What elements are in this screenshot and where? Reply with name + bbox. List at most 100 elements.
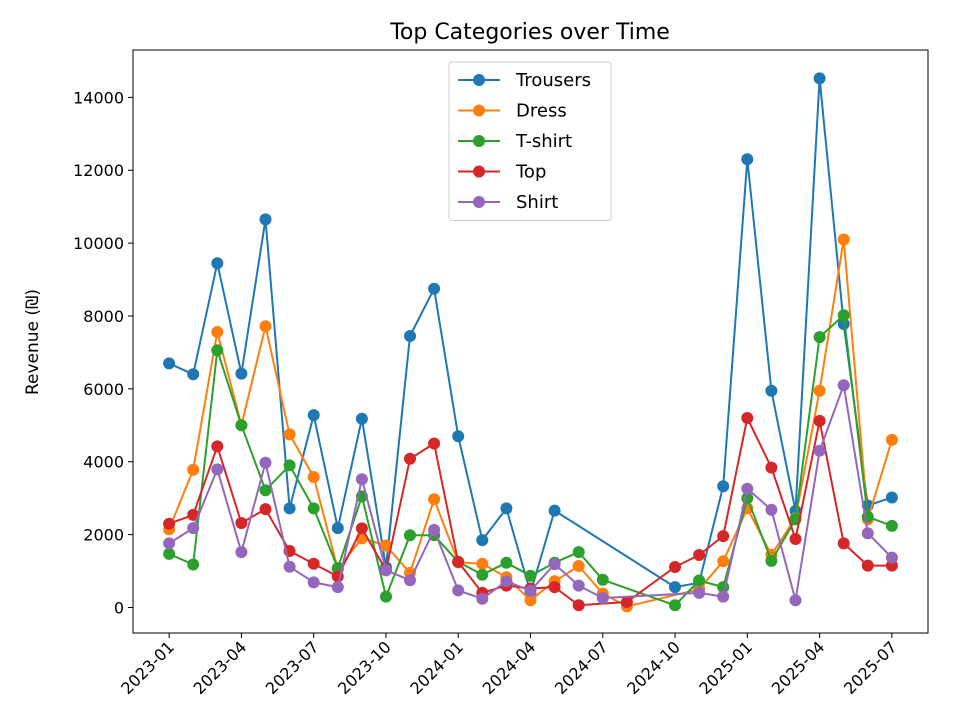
data-point [837, 379, 850, 392]
data-point [355, 473, 368, 486]
data-point [813, 384, 826, 397]
data-point [572, 599, 585, 612]
data-point [741, 412, 754, 424]
data-point [235, 517, 248, 529]
data-point [259, 503, 272, 516]
data-point [428, 523, 441, 536]
data-point [837, 309, 850, 322]
data-point [307, 576, 320, 589]
data-point [404, 574, 416, 587]
data-point [572, 560, 585, 572]
legend-label: Dress [516, 101, 567, 122]
data-point [283, 502, 296, 515]
y-tick-label: 14000 [73, 88, 124, 107]
legend-item: T-shirt [458, 131, 572, 152]
data-point [355, 412, 368, 425]
legend-marker [473, 196, 485, 208]
legend-label: T-shirt [515, 131, 572, 152]
data-point [331, 522, 344, 535]
data-point [283, 428, 296, 441]
data-point [404, 529, 416, 542]
data-point [620, 596, 633, 608]
data-point [259, 320, 272, 333]
data-point [669, 581, 681, 594]
data-point [404, 452, 416, 465]
data-point [428, 437, 441, 450]
data-point [187, 558, 200, 571]
data-point [717, 480, 730, 493]
data-point [524, 594, 537, 607]
data-point [428, 493, 441, 506]
data-point [476, 534, 489, 547]
data-point [765, 554, 778, 567]
data-point [741, 482, 754, 495]
data-point [452, 430, 465, 443]
data-point [596, 592, 609, 604]
data-point [789, 594, 802, 607]
data-point [741, 153, 754, 166]
chart-title: Top Categories over Time [389, 20, 670, 45]
data-point [163, 517, 176, 530]
legend-item: Dress [458, 101, 567, 122]
data-point [548, 558, 561, 571]
data-point [307, 557, 320, 570]
y-tick-label: 12000 [73, 161, 124, 180]
data-point [283, 459, 296, 472]
legend-marker [473, 135, 485, 147]
data-point [789, 533, 802, 545]
y-tick-label: 4000 [83, 453, 124, 472]
data-point [693, 574, 706, 587]
data-point [187, 522, 200, 535]
data-point [404, 330, 416, 342]
data-point [380, 564, 392, 577]
data-point [861, 527, 874, 540]
data-point [717, 590, 730, 603]
y-tick-label: 8000 [83, 307, 124, 326]
data-point [717, 555, 730, 568]
data-point [861, 559, 874, 572]
data-point [813, 444, 826, 457]
data-point [211, 344, 224, 357]
data-point [813, 72, 826, 85]
data-point [524, 584, 537, 597]
data-point [524, 569, 537, 582]
legend-item: Shirt [458, 192, 558, 213]
data-point [307, 471, 320, 483]
data-point [476, 592, 489, 605]
data-point [885, 551, 898, 564]
data-point [163, 547, 176, 560]
series-layer [163, 72, 898, 613]
data-point [211, 326, 224, 338]
data-point [500, 556, 513, 569]
data-point [885, 433, 898, 446]
legend-box [448, 61, 612, 221]
y-axis-label: Revenue (₪) [23, 289, 43, 395]
data-point [837, 537, 850, 550]
data-point [500, 575, 513, 588]
data-point [452, 584, 465, 597]
data-point [693, 586, 706, 599]
y-tick-label: 2000 [83, 526, 124, 545]
data-point [572, 546, 585, 559]
data-point [259, 213, 272, 226]
data-point [163, 537, 176, 550]
data-point [717, 530, 730, 543]
data-point [572, 579, 585, 592]
data-point [163, 357, 176, 370]
data-point [187, 368, 200, 381]
data-point [476, 568, 489, 581]
data-point [813, 331, 826, 344]
y-tick-label: 0 [114, 598, 124, 617]
data-point [837, 233, 850, 246]
data-point [428, 282, 441, 295]
legend-marker [473, 104, 485, 117]
y-tick-label: 6000 [83, 380, 124, 399]
legend-label: Shirt [516, 192, 558, 213]
y-axis: 0 2000 4000 6000 8000 10000 12000 14000 [73, 88, 133, 617]
data-point [380, 590, 392, 603]
legend-marker [473, 74, 485, 86]
legend-item: Trousers [458, 70, 591, 91]
data-point [452, 555, 465, 568]
data-point [765, 503, 778, 516]
